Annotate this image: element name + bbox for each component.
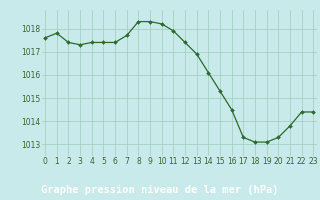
Text: Graphe pression niveau de la mer (hPa): Graphe pression niveau de la mer (hPa) [41, 185, 279, 195]
